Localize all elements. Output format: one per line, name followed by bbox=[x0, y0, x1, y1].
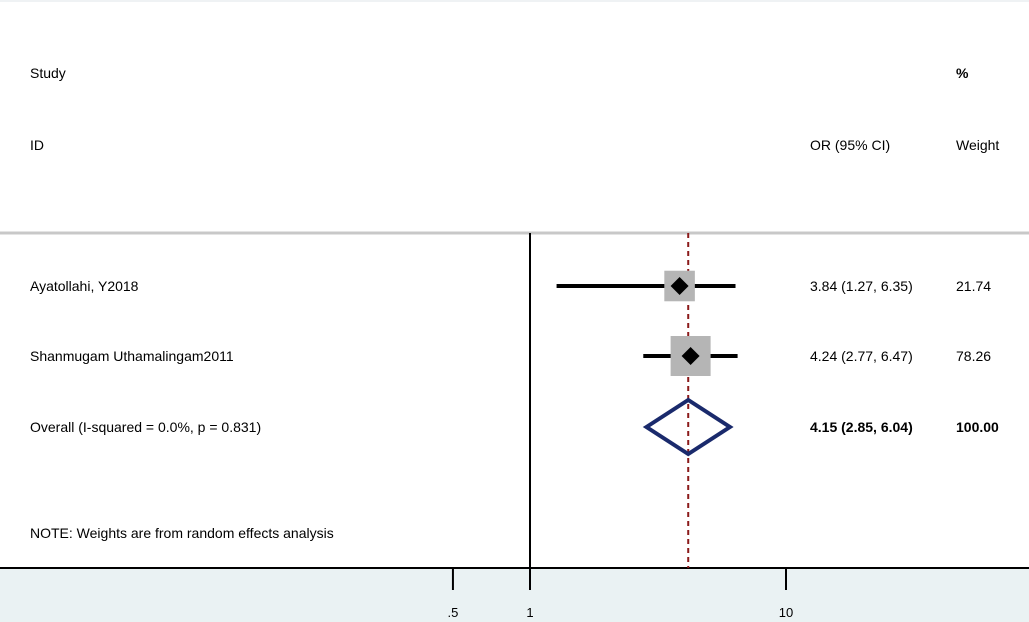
study-row: Ayatollahi, Y2018 3.84 (1.27, 6.35) 21.74 bbox=[30, 270, 991, 302]
weight-text: 21.74 bbox=[956, 278, 991, 294]
overall-weight-text: 100.00 bbox=[956, 419, 999, 435]
axis-area bbox=[0, 568, 1029, 622]
overall-label: Overall (I-squared = 0.0%, p = 0.831) bbox=[30, 419, 261, 435]
header-id-label: ID bbox=[30, 137, 44, 153]
note-text: NOTE: Weights are from random effects an… bbox=[30, 525, 334, 541]
weight-text: 78.26 bbox=[956, 348, 991, 364]
study-label: Ayatollahi, Y2018 bbox=[30, 278, 139, 294]
x-axis-ticks: .5 1 10 bbox=[448, 568, 793, 620]
point-estimate-marker bbox=[681, 347, 700, 365]
x-tick-label: 10 bbox=[779, 605, 793, 620]
overall-row: Overall (I-squared = 0.0%, p = 0.831) 4.1… bbox=[30, 397, 999, 457]
effect-ci-text: 4.24 (2.77, 6.47) bbox=[810, 348, 913, 364]
header-weight-label: Weight bbox=[956, 137, 999, 153]
effect-ci-text: 3.84 (1.27, 6.35) bbox=[810, 278, 913, 294]
study-row: Shanmugam Uthamalingam2011 4.24 (2.77, 6.… bbox=[30, 336, 991, 376]
header-percent-label: % bbox=[956, 65, 969, 81]
study-label: Shanmugam Uthamalingam2011 bbox=[30, 348, 234, 364]
point-estimate-marker bbox=[670, 277, 689, 295]
header-study-label: Study bbox=[30, 65, 66, 81]
header-effect-label: OR (95% CI) bbox=[810, 137, 890, 153]
overall-ci-text: 4.15 (2.85, 6.04) bbox=[810, 419, 913, 435]
study-rows: Ayatollahi, Y2018 3.84 (1.27, 6.35) 21.74 S… bbox=[30, 270, 991, 376]
x-tick-label: 1 bbox=[526, 605, 533, 620]
overall-diamond bbox=[642, 397, 734, 457]
header: Study ID OR (95% CI) % Weight bbox=[30, 65, 999, 153]
x-tick-label: .5 bbox=[448, 605, 459, 620]
